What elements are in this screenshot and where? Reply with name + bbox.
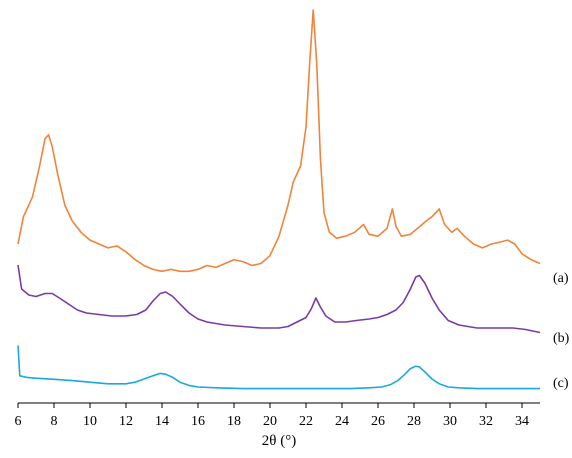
x-tick-label: 18: [227, 414, 241, 429]
series-line-b: [17, 264, 541, 334]
series-label-a: (a): [553, 271, 569, 286]
x-tick-label: 26: [371, 414, 385, 429]
x-tick-label: 12: [119, 414, 133, 429]
x-tick-label: 8: [51, 414, 58, 429]
x-axis-title: 2θ (°): [262, 433, 296, 449]
x-tick-label: 14: [155, 414, 169, 429]
series-label-b: (b): [553, 331, 570, 346]
x-tick-label: 34: [515, 414, 529, 429]
x-tick-label: 32: [479, 414, 493, 429]
x-tick-label: 20: [263, 414, 277, 429]
x-tick-label: 6: [15, 414, 22, 429]
x-tick-label: 30: [443, 414, 457, 429]
x-tick-label: 24: [335, 414, 349, 429]
series-label-c: (c): [553, 376, 569, 391]
x-tick-label: 28: [407, 414, 421, 429]
series-layer: [17, 9, 541, 390]
x-tick-label: 10: [83, 414, 97, 429]
series-line-c: [17, 345, 540, 390]
x-tick-label: 22: [299, 414, 313, 429]
series-line-a: [17, 9, 541, 273]
x-tick-label: 16: [191, 414, 205, 429]
x-tick-layer: 6 8 10 12 14 16 18 20 22 24 26 28 30 32 34: [15, 403, 529, 429]
series-label-layer: (a) (b) (c): [553, 271, 570, 391]
